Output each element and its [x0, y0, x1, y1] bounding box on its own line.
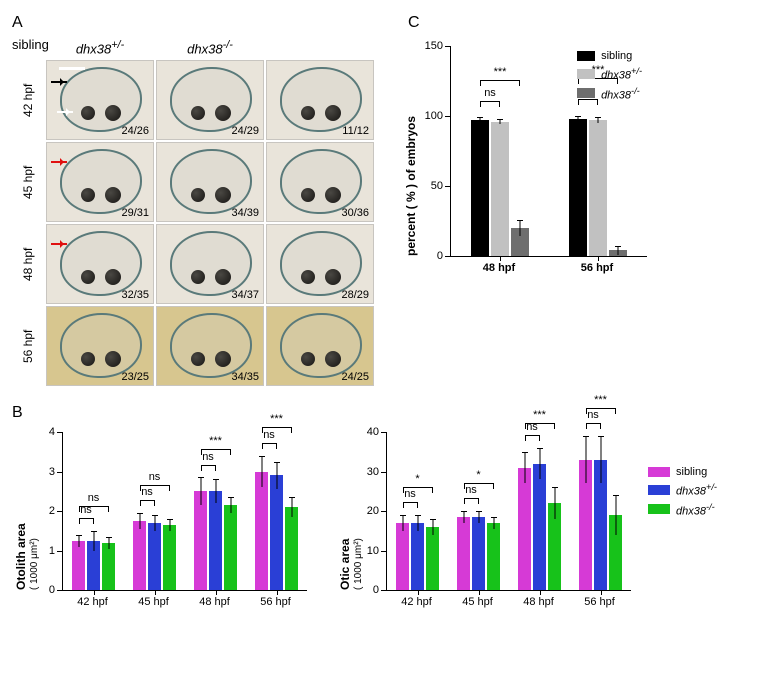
chart-bar — [224, 505, 237, 590]
micrograph-count: 11/12 — [342, 125, 369, 137]
panel-a-row-label: 56 hpf — [12, 306, 44, 386]
x-axis-label: 56 hpf — [584, 596, 615, 608]
significance-label: * — [469, 469, 489, 481]
significance-label: ns — [145, 471, 165, 483]
x-axis-label: 42 hpf — [77, 596, 108, 608]
chart-legend: sibling dhx38+/- dhx38-/- — [577, 50, 642, 105]
legend-label: dhx38+/- — [601, 66, 642, 82]
significance-label: *** — [267, 413, 287, 425]
significance-label: *** — [591, 394, 611, 406]
y-axis-label: Otolith area( 1000 μm²) — [14, 432, 42, 590]
legend-label: dhx38-/- — [676, 502, 715, 518]
significance-label: *** — [530, 409, 550, 421]
x-axis-label: 42 hpf — [401, 596, 432, 608]
micrograph-cell: 23/25 — [46, 306, 154, 386]
micrograph-cell: 34/37 — [156, 224, 264, 304]
micrograph-count: 29/31 — [121, 207, 149, 219]
significance-label: ns — [480, 87, 500, 99]
chart-bar — [285, 507, 298, 590]
panel-c-label: C — [408, 14, 756, 32]
x-axis-label: 48 hpf — [199, 596, 230, 608]
panel-a: A siblingdhx38+/-dhx38-/- 42 hpf 24/26 24/2… — [12, 12, 374, 386]
chart-bar — [491, 122, 509, 256]
chart-bar — [589, 120, 607, 256]
panel-c: C 050100150ns***ns***percent ( % ) of em… — [402, 12, 756, 386]
significance-label: *** — [206, 435, 226, 447]
chart-bar — [148, 523, 161, 590]
panel-b-legend: sibling dhx38+/- dhx38-/- — [648, 466, 717, 616]
micrograph-cell: 29/31 — [46, 142, 154, 222]
chart-bar — [194, 491, 207, 590]
panel-a-row-label: 45 hpf — [12, 142, 44, 222]
micrograph-cell: 34/39 — [156, 142, 264, 222]
micrograph-cell: 34/35 — [156, 306, 264, 386]
micrograph-cell: 11/12 — [266, 60, 374, 140]
legend-label: sibling — [601, 50, 632, 62]
panel-a-grid: siblingdhx38+/-dhx38-/- 42 hpf 24/26 24/29 1… — [12, 36, 374, 386]
micrograph-cell: 24/25 — [266, 306, 374, 386]
significance-label: * — [408, 473, 428, 485]
micrograph-count: 34/35 — [231, 371, 259, 383]
panel-b-left-chart: 01234nsnsnsnsns***ns***Otolith area( 100… — [12, 426, 312, 616]
x-axis-label: 56 hpf — [260, 596, 291, 608]
chart-bar — [133, 521, 146, 590]
chart-bar — [396, 523, 409, 590]
legend-label: dhx38-/- — [601, 86, 640, 102]
chart-bar — [163, 525, 176, 590]
micrograph-count: 34/39 — [231, 207, 259, 219]
legend-label: dhx38+/- — [676, 482, 717, 498]
micrograph-count: 28/29 — [341, 289, 369, 301]
y-axis-label: Otic area( 1000 μm²) — [338, 432, 366, 590]
panel-a-row-label: 42 hpf — [12, 60, 44, 140]
chart-bar — [569, 119, 587, 256]
chart-bar — [209, 491, 222, 590]
chart-bar — [518, 468, 531, 590]
micrograph-count: 32/35 — [121, 289, 149, 301]
micrograph-cell: 32/35 — [46, 224, 154, 304]
micrograph-cell: 24/26 — [46, 60, 154, 140]
chart-bar — [426, 527, 439, 590]
x-axis-label: 45 hpf — [138, 596, 169, 608]
chart-bar — [255, 472, 268, 591]
significance-label: *** — [490, 66, 510, 78]
chart-bar — [411, 523, 424, 590]
micrograph-cell: 28/29 — [266, 224, 374, 304]
panel-a-col-header: dhx38-/- — [156, 36, 264, 58]
micrograph-count: 23/25 — [121, 371, 149, 383]
chart-bar — [472, 517, 485, 590]
chart-bar — [457, 517, 470, 590]
x-axis-label: 45 hpf — [462, 596, 493, 608]
micrograph-cell: 30/36 — [266, 142, 374, 222]
chart-bar — [102, 543, 115, 590]
micrograph-count: 24/29 — [231, 125, 259, 137]
chart-bar — [72, 541, 85, 590]
x-axis-label: 48 hpf — [483, 262, 515, 274]
panel-b-right-chart: 010203040ns*ns*ns***ns***Otic area( 1000… — [336, 426, 636, 616]
micrograph-cell: 24/29 — [156, 60, 264, 140]
y-axis-label: percent ( % ) of embryos — [404, 46, 418, 256]
x-axis-label: 56 hpf — [581, 262, 613, 274]
micrograph-count: 24/25 — [341, 371, 369, 383]
chart-bar — [533, 464, 546, 590]
micrograph-count: 34/37 — [231, 289, 259, 301]
panel-b-label: B — [12, 404, 756, 422]
panel-b: 01234nsnsnsnsns***ns***Otolith area( 100… — [12, 426, 756, 616]
legend-label: sibling — [676, 466, 707, 478]
panel-a-col-header: dhx38+/- — [46, 36, 154, 58]
chart-bar — [270, 475, 283, 590]
x-axis-label: 48 hpf — [523, 596, 554, 608]
micrograph-count: 24/26 — [121, 125, 149, 137]
panel-a-row-label: 48 hpf — [12, 224, 44, 304]
panel-a-label: A — [12, 14, 374, 32]
panel-a-col-header: sibling — [12, 36, 44, 58]
panel-c-chart: 050100150ns***ns***percent ( % ) of embr… — [402, 36, 732, 286]
chart-bar — [471, 120, 489, 256]
chart-bar — [487, 523, 500, 590]
significance-label: ns — [84, 492, 104, 504]
micrograph-count: 30/36 — [341, 207, 369, 219]
